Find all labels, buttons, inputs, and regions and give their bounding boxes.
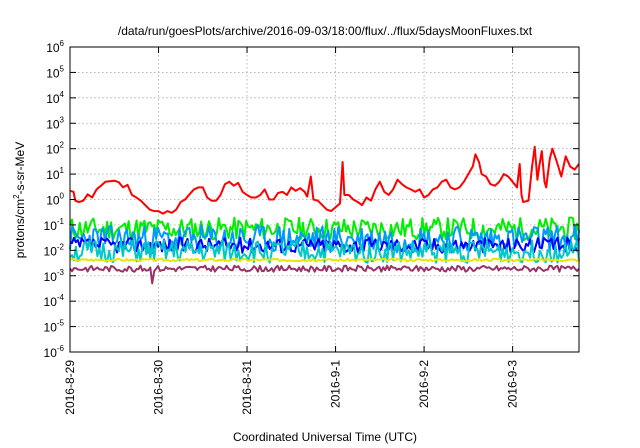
series-line-5 — [69, 239, 580, 264]
series-line-6 — [69, 257, 580, 263]
x-tick-label: 2016-9-2 — [417, 360, 431, 408]
x-tick-label: 2016-8-29 — [63, 360, 77, 415]
y-tick-label: 102 — [46, 141, 64, 157]
x-tick-label: 2016-8-30 — [152, 360, 166, 415]
y-tick-label: 10-4 — [44, 293, 65, 309]
x-tick-label: 2016-9-3 — [506, 360, 520, 408]
series-line-7 — [69, 264, 580, 285]
series-line-1 — [69, 145, 580, 215]
y-tick-label: 10-1 — [44, 217, 65, 233]
y-tick-label: 106 — [46, 39, 64, 55]
y-tick-label: 10-2 — [44, 242, 65, 258]
chart-title: /data/run/goesPlots/archive/2016-09-03/1… — [118, 24, 533, 38]
x-tick-label: 2016-8-31 — [240, 360, 254, 415]
x-axis-label: Coordinated Universal Time (UTC) — [233, 430, 417, 444]
series-line-2 — [69, 216, 580, 242]
y-tick-label: 10-6 — [44, 344, 65, 360]
x-axis: 2016-8-29 2016-8-30 2016-8-31 2016-9-1 2016-… — [63, 47, 520, 415]
y-tick-label: 101 — [46, 166, 64, 182]
y-tick-label: 104 — [46, 90, 64, 106]
y-axis: 10-6 10-5 10-4 10-3 10-2 10-1 100 101 102 103 104 1… — [44, 39, 579, 360]
grid-lines — [70, 47, 579, 352]
y-tick-label: 10-5 — [44, 319, 65, 335]
data-series — [69, 145, 580, 285]
y-tick-label: 100 — [46, 192, 64, 208]
x-tick-label: 2016-9-1 — [329, 360, 343, 408]
y-tick-label: 10-3 — [44, 268, 65, 284]
y-axis-label: protons/cm2-s-sr-MeV — [12, 142, 27, 258]
y-tick-label: 103 — [46, 115, 64, 131]
y-tick-label: 105 — [46, 64, 64, 80]
